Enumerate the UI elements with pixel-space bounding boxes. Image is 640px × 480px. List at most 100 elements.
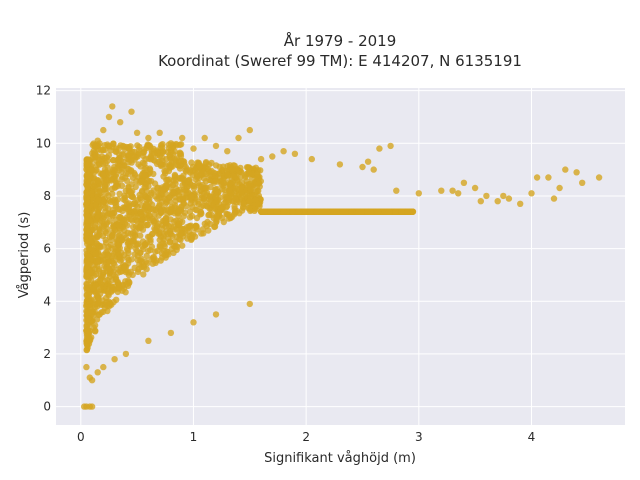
data-point: [99, 271, 107, 279]
data-point: [100, 201, 107, 209]
data-point: [160, 187, 167, 194]
data-point: [169, 189, 176, 196]
data-point: [93, 231, 101, 238]
data-point: [109, 190, 116, 197]
data-point: [95, 258, 102, 265]
x-axis-title: Signifikant våghöjd (m): [264, 451, 416, 466]
data-point: [124, 247, 131, 254]
data-point: [556, 184, 563, 192]
data-point: [144, 194, 152, 202]
data-point: [119, 158, 127, 165]
data-point: [172, 197, 179, 205]
data-point: [152, 207, 159, 214]
data-point: [144, 221, 151, 228]
data-point: [129, 174, 137, 181]
data-point: [83, 208, 90, 215]
data-point: [100, 257, 108, 264]
data-point: [212, 193, 219, 200]
data-point: [141, 184, 148, 191]
data-point: [257, 196, 264, 203]
data-point: [140, 271, 147, 278]
data-point: [177, 141, 185, 148]
data-point: [97, 147, 104, 154]
data-point: [145, 337, 152, 344]
data-point: [203, 189, 211, 196]
data-point: [336, 161, 344, 168]
data-point: [116, 285, 123, 292]
data-point: [123, 281, 130, 288]
data-point: [177, 152, 185, 160]
data-point: [124, 229, 132, 236]
data-point: [185, 177, 192, 185]
data-point: [252, 164, 260, 171]
data-point: [128, 108, 135, 115]
data-point: [528, 190, 535, 197]
data-point: [188, 193, 195, 200]
data-point: [132, 213, 139, 220]
x-tick-label: 1: [190, 430, 198, 444]
data-point: [231, 162, 238, 170]
data-point: [500, 192, 507, 200]
data-point: [83, 231, 90, 239]
data-point: [103, 298, 110, 306]
data-point: [114, 157, 122, 164]
data-point: [192, 176, 199, 183]
data-point: [119, 207, 126, 215]
data-point: [94, 153, 101, 160]
data-point: [115, 166, 123, 174]
data-point: [179, 134, 186, 142]
data-point: [167, 163, 175, 171]
data-point: [120, 196, 127, 203]
data-point: [147, 166, 154, 174]
data-point: [163, 228, 170, 235]
data-point: [156, 242, 164, 249]
data-point: [117, 119, 124, 126]
data-point: [246, 126, 253, 134]
data-point: [323, 208, 330, 215]
data-point: [124, 222, 131, 229]
data-point: [175, 207, 183, 215]
data-point: [374, 208, 382, 215]
data-point: [150, 187, 157, 194]
data-point: [393, 187, 400, 194]
data-point: [148, 256, 155, 263]
data-point: [212, 142, 220, 150]
data-point: [123, 177, 131, 184]
data-point: [88, 377, 96, 384]
data-point: [83, 281, 91, 288]
data-point: [143, 239, 150, 247]
data-point: [166, 238, 174, 245]
data-point: [117, 226, 124, 233]
data-point: [144, 176, 151, 184]
data-point: [84, 315, 92, 322]
data-point: [188, 159, 195, 166]
data-point: [483, 192, 490, 200]
data-point: [235, 134, 242, 142]
data-point: [108, 233, 116, 240]
data-point: [121, 263, 128, 270]
data-point: [246, 180, 254, 188]
data-point: [84, 198, 91, 206]
data-point: [550, 195, 558, 202]
data-point: [118, 237, 126, 244]
data-point: [273, 208, 281, 215]
y-tick-label: 6: [43, 242, 51, 256]
data-point: [83, 292, 91, 299]
data-point: [359, 163, 366, 171]
data-point: [224, 148, 231, 155]
data-point: [212, 205, 219, 212]
chart-title-line-1: År 1979 - 2019: [284, 31, 397, 50]
data-point: [227, 180, 234, 187]
data-point: [220, 218, 227, 226]
data-point: [438, 187, 445, 194]
data-point: [106, 143, 113, 150]
data-point: [252, 206, 259, 213]
data-point: [115, 269, 122, 276]
data-point: [342, 208, 349, 215]
data-point: [187, 223, 194, 230]
data-point: [126, 152, 133, 159]
data-point: [176, 165, 184, 172]
data-point: [94, 137, 101, 144]
data-point: [392, 208, 399, 215]
data-point: [152, 248, 159, 255]
